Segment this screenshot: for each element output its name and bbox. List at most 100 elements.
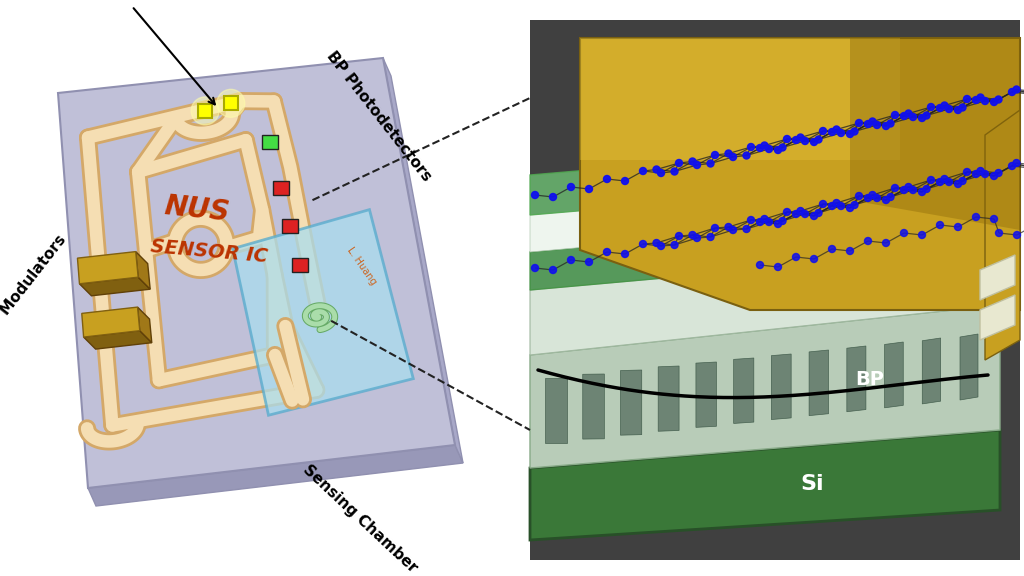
Circle shape <box>676 160 683 166</box>
Circle shape <box>990 215 997 222</box>
Circle shape <box>217 89 245 118</box>
Text: SENSOR IC: SENSOR IC <box>150 237 268 266</box>
Circle shape <box>847 204 853 211</box>
Circle shape <box>757 218 764 225</box>
Polygon shape <box>283 219 298 233</box>
Circle shape <box>603 176 610 183</box>
Polygon shape <box>580 38 1020 310</box>
Text: BP Modulators: BP Modulators <box>0 232 69 340</box>
Polygon shape <box>809 350 828 416</box>
Circle shape <box>640 241 646 248</box>
Circle shape <box>815 210 822 217</box>
Circle shape <box>954 107 962 113</box>
Circle shape <box>833 199 840 207</box>
Circle shape <box>1013 86 1020 93</box>
Circle shape <box>676 233 683 240</box>
Circle shape <box>693 161 700 169</box>
Circle shape <box>657 169 665 176</box>
Polygon shape <box>292 258 307 272</box>
Circle shape <box>712 151 719 158</box>
Polygon shape <box>980 255 1015 300</box>
Polygon shape <box>58 58 455 488</box>
Circle shape <box>905 110 912 117</box>
Polygon shape <box>530 20 1020 560</box>
Circle shape <box>864 237 871 244</box>
Polygon shape <box>80 277 151 296</box>
Circle shape <box>847 131 853 138</box>
Circle shape <box>779 144 786 151</box>
Circle shape <box>873 195 881 202</box>
Text: BP: BP <box>855 370 884 389</box>
Circle shape <box>191 97 219 125</box>
Circle shape <box>622 177 629 184</box>
Circle shape <box>905 184 912 191</box>
Circle shape <box>954 180 962 188</box>
Circle shape <box>819 200 826 207</box>
Circle shape <box>748 143 755 150</box>
Circle shape <box>1009 162 1016 169</box>
Circle shape <box>797 134 804 141</box>
Circle shape <box>766 218 772 225</box>
Text: L. Huang: L. Huang <box>345 245 378 287</box>
Circle shape <box>973 170 980 177</box>
Text: Sensing Chamber: Sensing Chamber <box>300 463 420 575</box>
Circle shape <box>959 104 966 111</box>
Circle shape <box>887 120 894 127</box>
Circle shape <box>864 120 871 127</box>
Circle shape <box>995 96 1002 103</box>
Circle shape <box>945 179 952 185</box>
Circle shape <box>923 112 930 119</box>
Circle shape <box>937 179 943 185</box>
Polygon shape <box>273 181 290 195</box>
Polygon shape <box>530 305 1000 468</box>
Circle shape <box>793 137 800 143</box>
Circle shape <box>1014 232 1021 238</box>
Circle shape <box>761 142 768 149</box>
Circle shape <box>689 232 696 238</box>
Circle shape <box>783 135 791 142</box>
Circle shape <box>802 210 809 218</box>
Circle shape <box>757 145 764 151</box>
Circle shape <box>959 177 966 184</box>
Polygon shape <box>885 342 903 408</box>
Polygon shape <box>383 58 463 463</box>
Circle shape <box>887 194 894 200</box>
Circle shape <box>712 225 719 232</box>
Circle shape <box>689 158 696 165</box>
Polygon shape <box>82 307 140 337</box>
Polygon shape <box>696 362 717 427</box>
Circle shape <box>838 130 845 137</box>
Circle shape <box>873 122 881 128</box>
Circle shape <box>671 168 678 175</box>
Polygon shape <box>980 295 1015 340</box>
Circle shape <box>1009 89 1016 96</box>
Circle shape <box>981 97 988 104</box>
Circle shape <box>851 202 858 209</box>
Circle shape <box>774 263 781 271</box>
Circle shape <box>995 229 1002 237</box>
Circle shape <box>550 194 556 200</box>
Circle shape <box>761 215 768 222</box>
Circle shape <box>725 150 732 157</box>
Polygon shape <box>530 430 1000 540</box>
Circle shape <box>919 188 926 195</box>
Circle shape <box>811 138 817 146</box>
Circle shape <box>802 138 809 145</box>
Polygon shape <box>583 374 604 439</box>
Circle shape <box>653 166 660 173</box>
Polygon shape <box>850 38 1020 230</box>
Circle shape <box>869 118 876 125</box>
Circle shape <box>909 113 916 120</box>
Polygon shape <box>78 252 138 284</box>
Polygon shape <box>88 445 463 506</box>
Polygon shape <box>198 104 212 118</box>
Text: BP Photodetectors: BP Photodetectors <box>324 49 434 184</box>
Polygon shape <box>261 135 278 149</box>
Circle shape <box>941 102 948 109</box>
Circle shape <box>883 196 890 203</box>
Circle shape <box>819 127 826 135</box>
Circle shape <box>793 210 800 218</box>
Polygon shape <box>621 370 642 435</box>
Circle shape <box>567 184 574 191</box>
Circle shape <box>707 160 714 167</box>
